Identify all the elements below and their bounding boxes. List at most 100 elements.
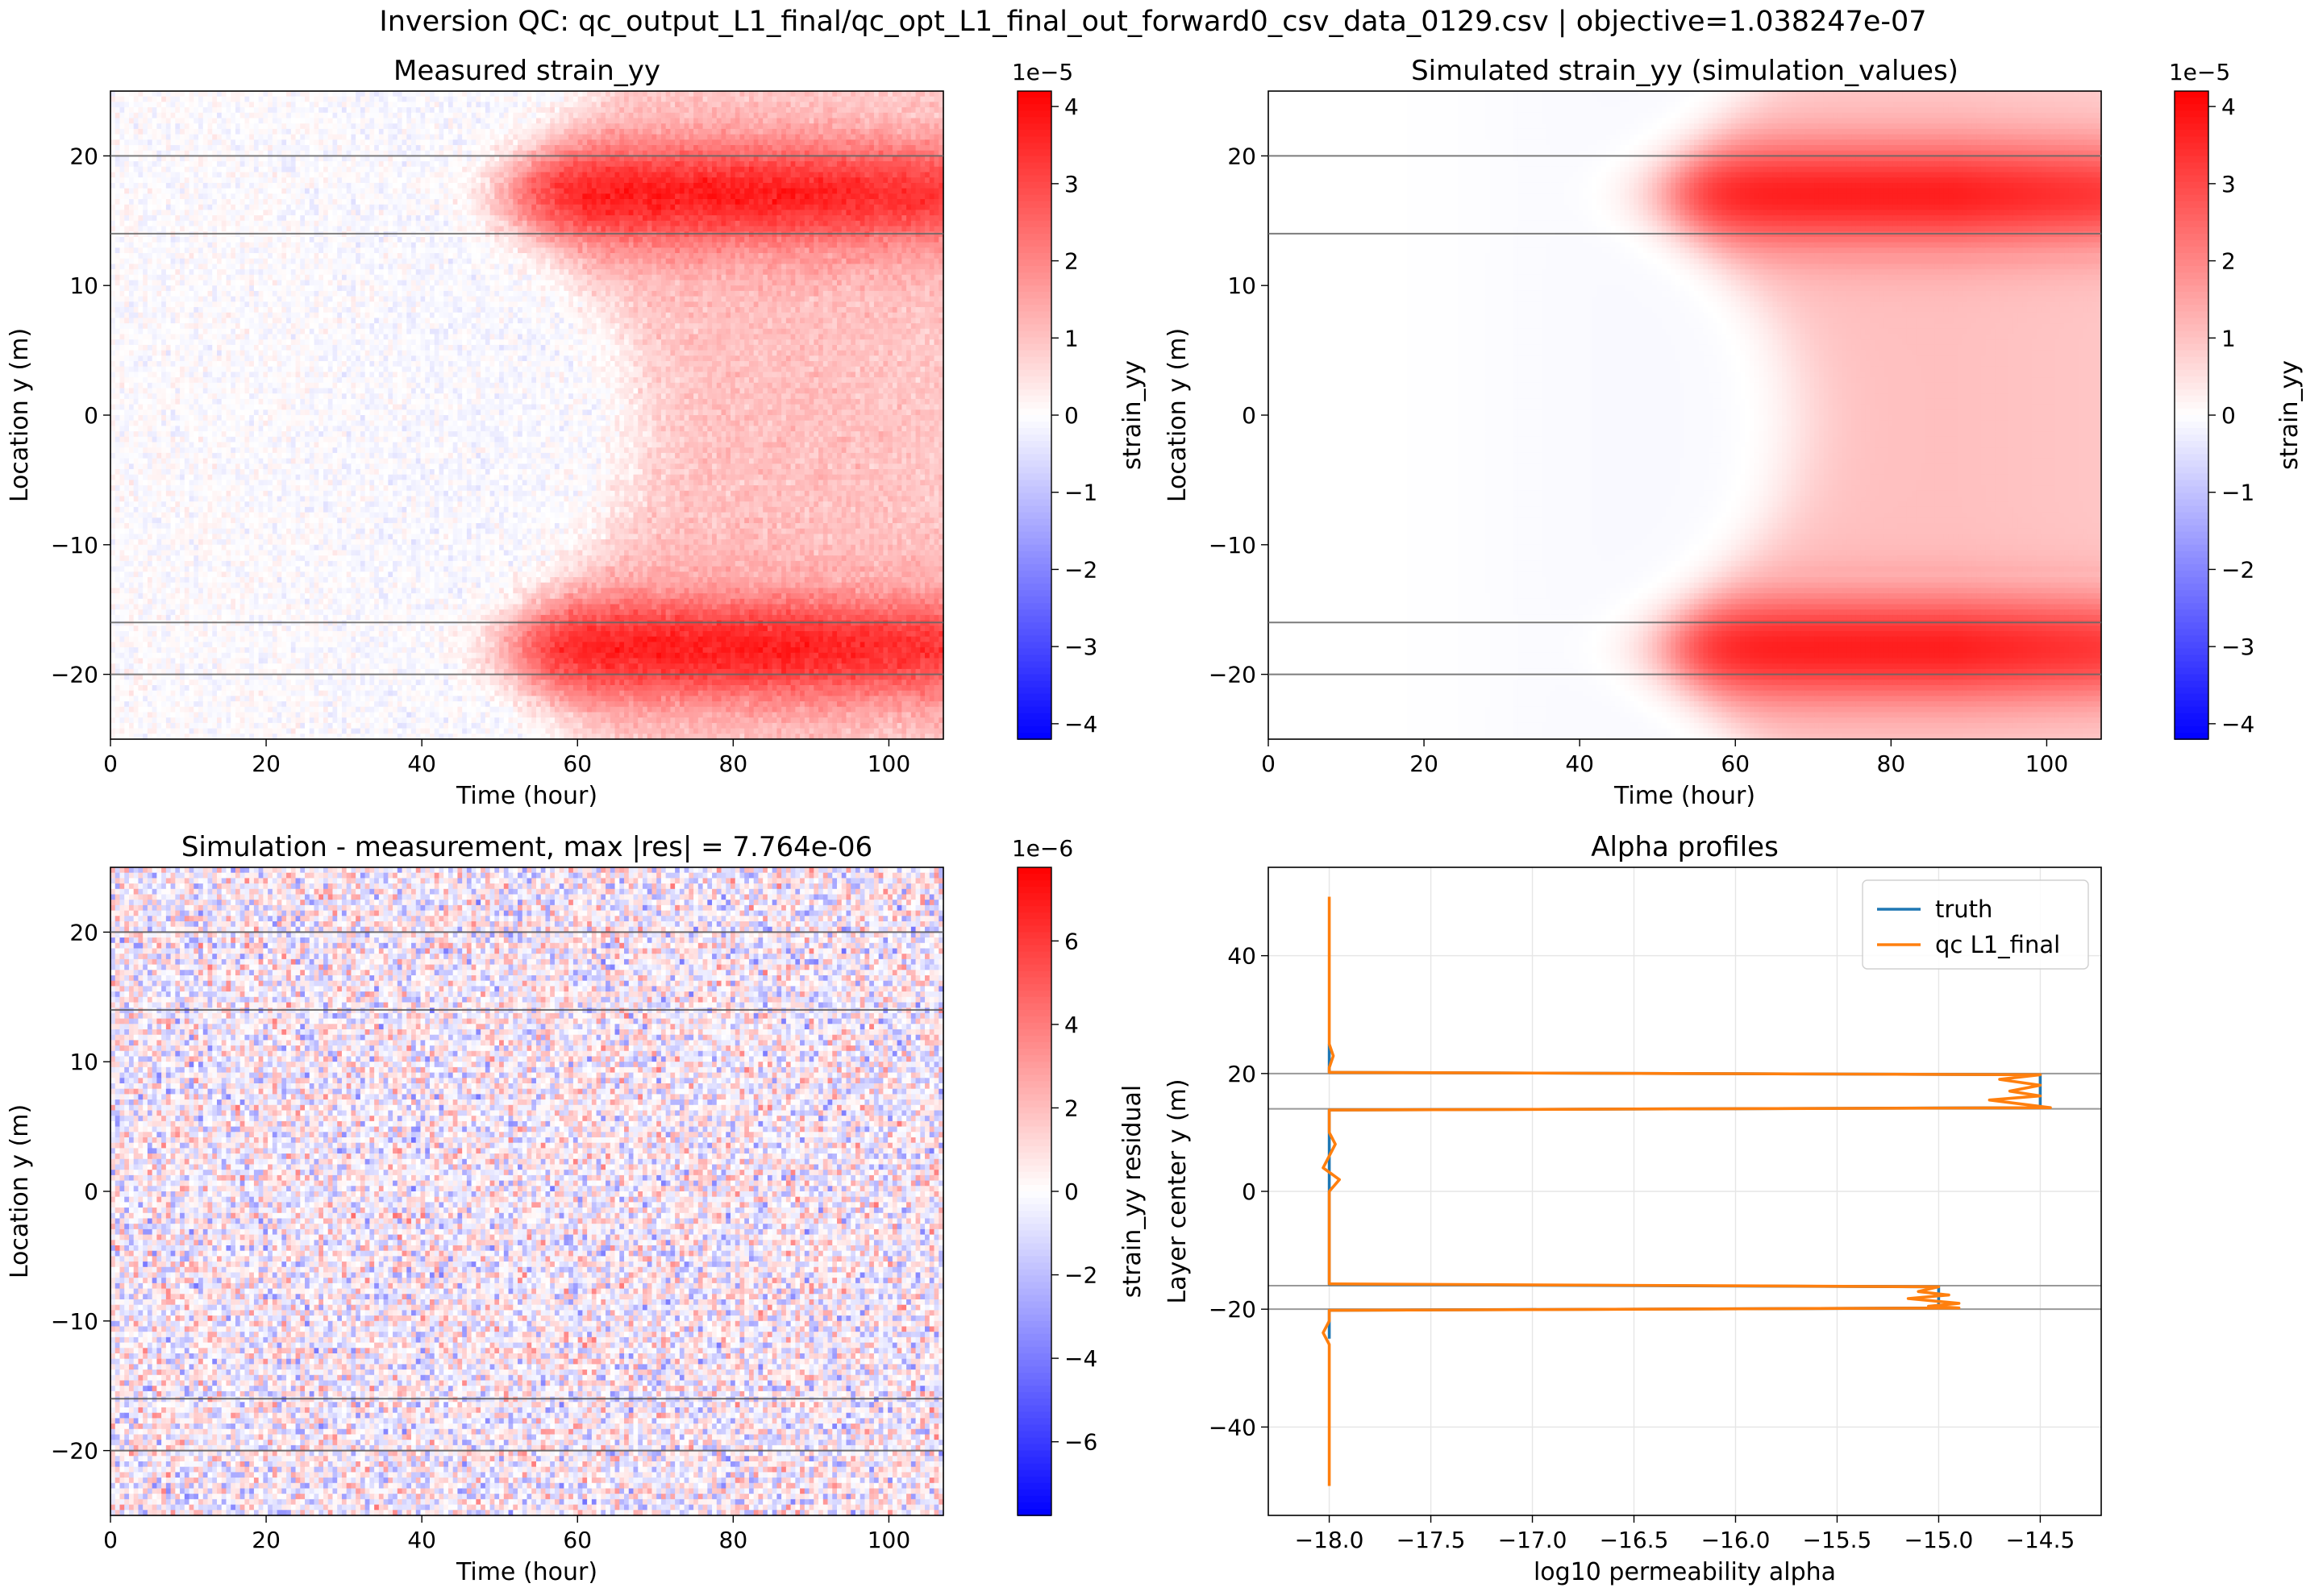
x-tick-label: 20 [252,750,281,777]
legend: truth qc L1_final [1863,880,2088,969]
colorbar-tick-label: 0 [1064,402,1079,429]
y-tick-label: 0 [84,1178,98,1205]
colorbar-multiplier: 1e−5 [1012,59,1073,85]
y-tick-label: 20 [1227,1061,1256,1087]
y-tick-label: 10 [69,272,98,299]
heatmap-cells [110,867,944,1516]
x-tick-label: 20 [252,1527,281,1553]
x-tick-label: 80 [719,750,748,777]
colorbar-tick-label: −1 [1064,480,1097,506]
colorbar-tick-label: 1 [2221,325,2236,351]
colorbar-multiplier: 1e−6 [1012,835,1073,862]
x-tick-label: 100 [2025,750,2068,777]
colorbar-tick-label: −6 [1064,1429,1097,1456]
colorbar-tick-label: −3 [2221,634,2254,660]
x-tick-label: −16.5 [1600,1527,1669,1553]
y-tick-label: 20 [69,143,98,169]
colorbar-tick-label: −1 [2221,480,2254,506]
x-axis-label: log10 permeability alpha [1534,1558,1836,1586]
x-tick-label: 40 [407,750,436,777]
x-tick-label: −17.0 [1498,1527,1567,1553]
x-tick-label: −15.5 [1803,1527,1872,1553]
colorbar-label: strain_yy [1118,360,1147,470]
colorbar-tick-label: −2 [1064,556,1097,583]
colorbar-tick-label: 4 [1064,1012,1079,1038]
panel-title: Alpha profiles [1591,831,1779,863]
x-tick-label: 40 [407,1527,436,1553]
y-axis-label: Location y (m) [6,1104,34,1278]
heatmap-cells [110,91,944,740]
colorbar: −4 −3 −2 −1 0 1 2 3 4 1e−5 strain_yy [2169,59,2304,740]
colorbar-tick-label: 2 [1064,248,1079,275]
x-tick-label: −14.5 [2006,1527,2075,1553]
colorbar-tick-label: −3 [1064,634,1097,660]
colorbar: −4 −3 −2 −1 0 1 2 3 4 1e−5 strain_yy [1012,59,1147,740]
x-axis-label: Time (hour) [456,782,597,810]
colorbar-tick-label: 3 [2221,171,2236,197]
y-tick-label: 20 [1227,143,1256,169]
x-axis-label: Time (hour) [1613,782,1755,810]
colorbar-multiplier: 1e−5 [2169,59,2230,85]
colorbar-tick-label: 2 [2221,248,2236,275]
x-tick-label: 0 [103,1527,118,1553]
y-axis-label: Layer center y (m) [1163,1079,1192,1303]
legend-entry: truth [1935,896,1992,923]
colorbar-label: strain_yy residual [1118,1085,1147,1298]
y-tick-label: 20 [69,919,98,946]
colorbar-tick-label: 0 [1064,1178,1079,1205]
colorbar-tick-label: 2 [1064,1095,1079,1121]
y-tick-label: −20 [51,662,98,688]
heatmap-cells [1268,91,2102,740]
y-tick-label: −20 [1209,662,1256,688]
x-tick-label: 40 [1565,750,1594,777]
y-tick-label: −10 [51,1308,98,1335]
x-tick-label: 60 [1721,750,1750,777]
colorbar-tick-label: −4 [1064,711,1097,738]
colorbar-tick-label: −2 [1064,1262,1097,1289]
colorbar-tick-label: −2 [2221,556,2254,583]
figure-suptitle: Inversion QC: qc_output_L1_final/qc_opt_… [379,6,1926,38]
y-tick-label: −10 [51,532,98,559]
x-tick-label: −18.0 [1295,1527,1364,1553]
colorbar-label: strain_yy [2275,360,2304,470]
colorbar-tick-label: 4 [2221,94,2236,120]
panel-title: Simulation - measurement, max |res| = 7.… [181,831,872,863]
x-axis-label: Time (hour) [456,1558,597,1586]
colorbar-tick-label: −4 [2221,711,2254,738]
legend-entry: qc L1_final [1935,931,2060,958]
colorbar-tick-label: 6 [1064,928,1079,954]
x-tick-label: −17.5 [1397,1527,1466,1553]
x-tick-label: −16.0 [1701,1527,1771,1553]
y-tick-label: 10 [1227,272,1256,299]
y-tick-label: 0 [84,402,98,429]
x-tick-label: 100 [868,1527,910,1553]
colorbar-tick-label: 1 [1064,325,1079,351]
colorbar-tick-label: −4 [1064,1345,1097,1372]
y-tick-label: −20 [1209,1296,1256,1323]
y-tick-label: 40 [1227,943,1256,970]
y-tick-label: 0 [1242,1178,1256,1205]
x-tick-label: −15.0 [1904,1527,1974,1553]
x-tick-label: 80 [1877,750,1906,777]
panel-title: Simulated strain_yy (simulation_values) [1411,55,1958,87]
y-tick-label: −10 [1209,532,1256,559]
x-tick-label: 80 [719,1527,748,1553]
y-tick-label: 0 [1242,402,1256,429]
x-tick-label: 0 [103,750,118,777]
colorbar-tick-label: 4 [1064,94,1079,120]
x-tick-label: 100 [868,750,910,777]
y-tick-label: 10 [69,1049,98,1075]
panel-title: Measured strain_yy [393,55,660,87]
colorbar-tick-label: 0 [2221,402,2236,429]
colorbar: −6 −4 −2 0 2 4 6 1e−6 strain_yy residual [1012,835,1147,1516]
y-tick-label: −20 [51,1438,98,1465]
colorbar-tick-label: 3 [1064,171,1079,197]
x-tick-label: 0 [1261,750,1276,777]
y-axis-label: Location y (m) [6,328,34,502]
x-tick-label: 20 [1409,750,1438,777]
x-tick-label: 60 [563,1527,592,1553]
x-tick-label: 60 [563,750,592,777]
